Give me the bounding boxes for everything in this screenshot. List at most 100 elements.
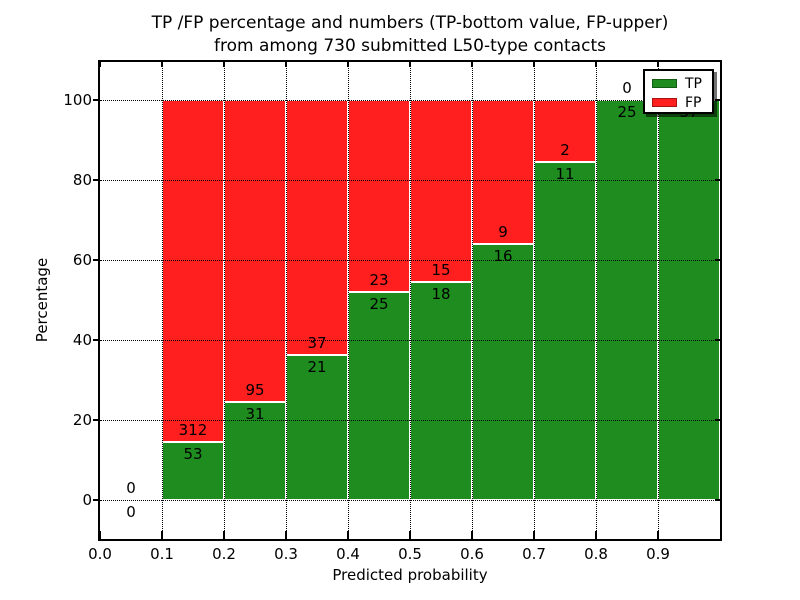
bar-label-tp: 25: [617, 103, 637, 121]
gridline-vertical: [534, 62, 535, 539]
gridline-vertical: [224, 62, 225, 539]
y-tick-label: 40: [72, 331, 92, 349]
gridline-vertical: [348, 62, 349, 539]
legend-item-tp: TP: [652, 74, 712, 93]
x-tick-mark: [471, 531, 473, 539]
tp-color-swatch: [652, 79, 677, 88]
x-tick-label: 0.8: [584, 545, 608, 563]
plot-area: 00312539531372123251518916211025037: [100, 62, 720, 539]
bar-segment-tp: [472, 244, 534, 500]
x-tick-label: 0.6: [460, 545, 484, 563]
bar-segment-tp: [162, 441, 224, 500]
legend-label-tp: TP: [685, 75, 702, 92]
x-tick-mark: [161, 531, 163, 539]
y-tick-mark-right: [715, 179, 720, 181]
x-tick-mark: [657, 531, 659, 539]
y-tick-label: 20: [72, 411, 92, 429]
bar-segment-tp: [534, 161, 596, 500]
bar-segment-tp: [224, 401, 286, 500]
y-tick-mark-right: [715, 259, 720, 261]
gridline-vertical: [410, 62, 411, 539]
bar-segment-tp: [658, 100, 720, 500]
bar-label-fp: 0: [622, 79, 632, 97]
bar-label-fp: 0: [126, 479, 136, 497]
bar-segment-fp: [286, 100, 348, 356]
x-tick-label: 0.7: [522, 545, 546, 563]
x-tick-mark: [347, 531, 349, 539]
bar-segment-fp: [348, 100, 410, 292]
bar-label-tp: 21: [307, 358, 327, 377]
chart-title-line1: TP /FP percentage and numbers (TP-bottom…: [151, 13, 669, 33]
bar-label-tp: 18: [431, 284, 451, 303]
x-tick-mark-top: [285, 62, 287, 67]
legend: TP FP: [643, 69, 714, 114]
fp-color-swatch: [652, 98, 677, 107]
y-tick-mark-right: [715, 499, 720, 501]
x-tick-mark: [285, 531, 287, 539]
x-tick-label: 0.4: [336, 545, 360, 563]
y-tick-label: 100: [63, 91, 92, 109]
legend-item-fp: FP: [652, 93, 712, 112]
y-tick-mark: [93, 419, 100, 421]
bar-label-fp: 2: [560, 140, 570, 159]
x-tick-label: 0.0: [88, 545, 112, 563]
x-tick-mark-top: [223, 62, 225, 67]
y-tick-mark-right: [715, 419, 720, 421]
bar-label-tp: 11: [555, 164, 575, 183]
y-tick-mark: [93, 99, 100, 101]
x-tick-mark-top: [595, 62, 597, 67]
bar-segment-fp: [534, 100, 596, 162]
gridline-vertical: [596, 62, 597, 539]
x-tick-label: 0.3: [274, 545, 298, 563]
y-tick-mark: [93, 179, 100, 181]
bar-segment-fp: [224, 100, 286, 402]
y-axis-label: Percentage: [33, 257, 51, 343]
bar-label-fp: 95: [245, 380, 265, 399]
chart-title: TP /FP percentage and numbers (TP-bottom…: [100, 12, 720, 58]
x-tick-mark-top: [161, 62, 163, 67]
x-tick-label: 0.9: [646, 545, 670, 563]
x-tick-mark-top: [347, 62, 349, 67]
x-tick-mark-top: [99, 62, 101, 67]
y-tick-mark: [93, 499, 100, 501]
x-tick-label: 0.5: [398, 545, 422, 563]
bar-label-tp: 16: [493, 247, 513, 265]
x-tick-mark: [533, 531, 535, 539]
x-tick-label: 0.2: [212, 545, 236, 563]
bar-label-fp: 23: [369, 270, 389, 289]
bar-segment-tp: [348, 291, 410, 500]
bar-label-fp: 312: [178, 420, 208, 439]
x-tick-mark: [223, 531, 225, 539]
x-tick-mark: [595, 531, 597, 539]
y-tick-label: 80: [72, 171, 92, 189]
y-tick-mark-right: [715, 339, 720, 341]
x-tick-label: 0.1: [150, 545, 174, 563]
bar-segment-tp: [596, 100, 658, 500]
legend-label-fp: FP: [685, 94, 702, 111]
bar-segment-tp: [286, 355, 348, 500]
bar-label-fp: 15: [431, 260, 451, 279]
gridline-vertical: [472, 62, 473, 539]
bar-segment-fp: [162, 100, 224, 442]
x-tick-mark-top: [533, 62, 535, 67]
bar-segment-fp: [410, 100, 472, 282]
y-tick-mark-right: [715, 99, 720, 101]
x-tick-mark-top: [409, 62, 411, 67]
bar-label-fp: 37: [307, 334, 327, 353]
y-tick-label: 60: [72, 251, 92, 269]
bar-segment-tp: [410, 281, 472, 500]
bar-label-tp: 25: [369, 294, 389, 313]
x-tick-mark: [409, 531, 411, 539]
x-tick-mark-top: [471, 62, 473, 67]
x-tick-mark: [99, 531, 101, 539]
bar-label-tp: 0: [126, 503, 136, 521]
bar-label-tp: 31: [245, 404, 265, 423]
chart-title-line2: from among 730 submitted L50-type contac…: [214, 36, 606, 56]
bar-label-fp: 9: [498, 223, 508, 241]
gridline-vertical: [286, 62, 287, 539]
y-tick-mark: [93, 339, 100, 341]
bar-label-tp: 53: [183, 444, 203, 463]
y-tick-mark: [93, 259, 100, 261]
x-tick-mark-top: [657, 62, 659, 67]
y-tick-label: 0: [82, 491, 92, 509]
